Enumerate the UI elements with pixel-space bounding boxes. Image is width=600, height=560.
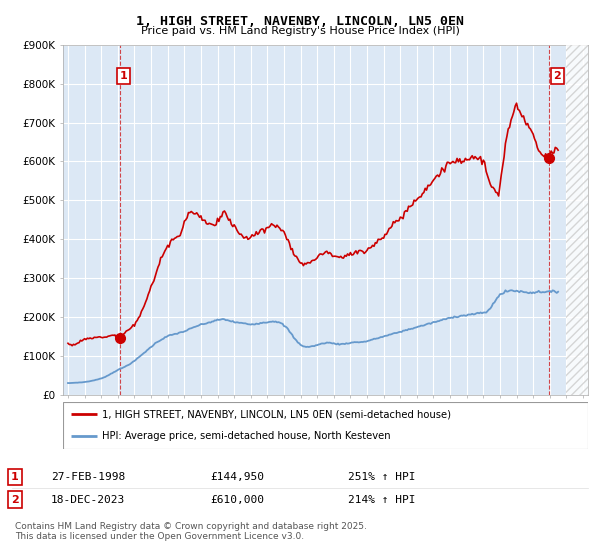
Text: 1, HIGH STREET, NAVENBY, LINCOLN, LN5 0EN: 1, HIGH STREET, NAVENBY, LINCOLN, LN5 0E… (136, 15, 464, 28)
Text: HPI: Average price, semi-detached house, North Kesteven: HPI: Average price, semi-detached house,… (103, 431, 391, 441)
Text: 2: 2 (11, 494, 19, 505)
Text: 251% ↑ HPI: 251% ↑ HPI (348, 472, 415, 482)
Text: 1: 1 (120, 71, 128, 81)
Text: 2: 2 (554, 71, 562, 81)
Text: 27-FEB-1998: 27-FEB-1998 (51, 472, 125, 482)
Text: 1: 1 (11, 472, 19, 482)
Text: 18-DEC-2023: 18-DEC-2023 (51, 494, 125, 505)
Text: 214% ↑ HPI: 214% ↑ HPI (348, 494, 415, 505)
Text: Contains HM Land Registry data © Crown copyright and database right 2025.
This d: Contains HM Land Registry data © Crown c… (15, 522, 367, 542)
Text: 1, HIGH STREET, NAVENBY, LINCOLN, LN5 0EN (semi-detached house): 1, HIGH STREET, NAVENBY, LINCOLN, LN5 0E… (103, 409, 451, 419)
Text: £144,950: £144,950 (210, 472, 264, 482)
Text: £610,000: £610,000 (210, 494, 264, 505)
Text: Price paid vs. HM Land Registry's House Price Index (HPI): Price paid vs. HM Land Registry's House … (140, 26, 460, 36)
